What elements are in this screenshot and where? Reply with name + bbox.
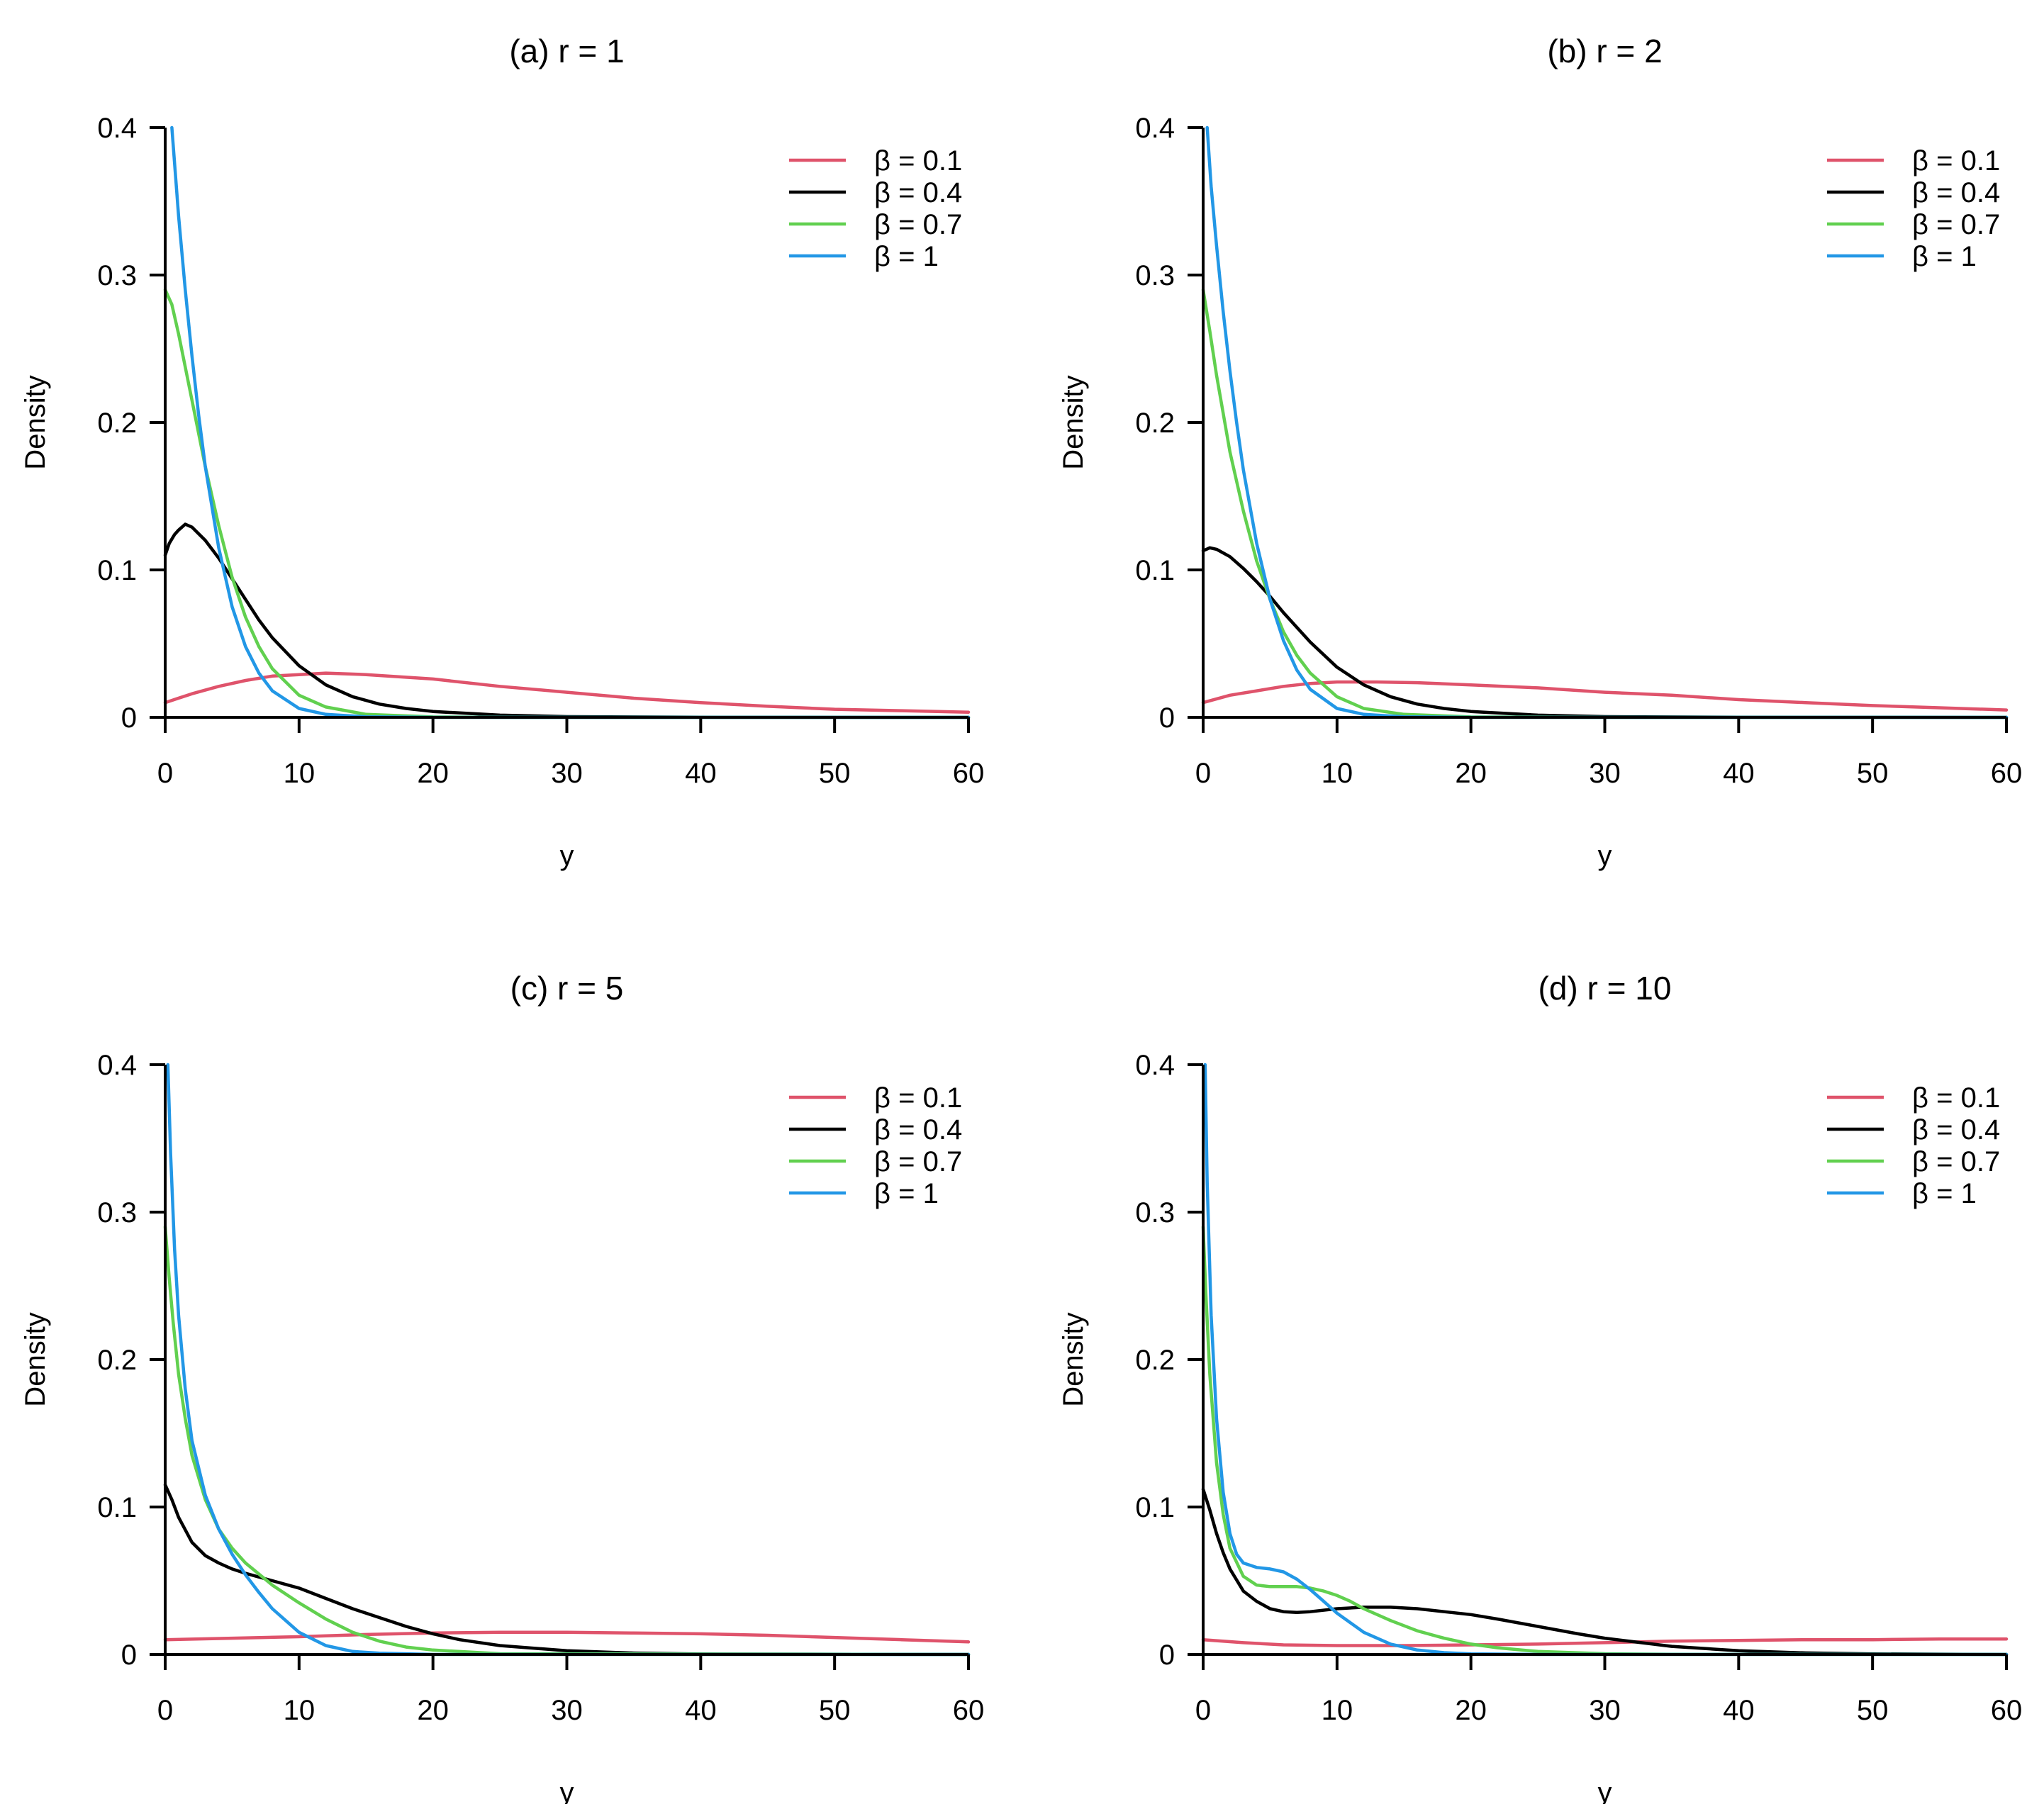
y-tick-label: 0 [1159,1640,1175,1671]
x-tick-label: 60 [1991,758,2023,789]
series-line-1 [163,1630,971,1644]
x-axis-label: y [1598,1777,1612,1804]
y-tick-label: 0.1 [1135,1492,1175,1523]
y-axis-label: Density [20,1312,51,1406]
series-line-3 [1201,1225,2009,1657]
x-tick-label: 30 [551,1695,583,1726]
x-tick-label: 60 [1991,1695,2023,1726]
x-tick-label: 50 [1857,1695,1889,1726]
x-tick-label: 0 [157,1695,173,1726]
chart-title: (b) r = 2 [1547,33,1662,69]
series-line-4 [166,1063,971,1657]
legend: β = 0.1β = 0.4β = 0.7β = 1 [1827,1082,2000,1209]
x-tick-label: 50 [819,758,851,789]
series-line-3 [163,1225,971,1657]
y-axis-label: Density [1058,375,1089,469]
series-line-1 [1201,680,2009,712]
x-tick-label: 20 [1455,758,1487,789]
y-axis-label: Density [1058,1312,1089,1406]
legend: β = 0.1β = 0.4β = 0.7β = 1 [789,1082,962,1209]
series-line-1 [1201,1637,2009,1647]
x-tick-label: 0 [1195,1695,1211,1726]
x-tick-label: 40 [1723,1695,1755,1726]
chart-panel-1: (a) r = 1 0 10 20 30 40 50 60 0 0.1 0.2 0.3 0.4 y Dens… [20,33,984,871]
x-tick-label: 60 [953,1695,985,1726]
legend-label: β = 0.7 [874,209,962,240]
x-tick-label: 40 [685,1695,717,1726]
x-tick-label: 20 [1455,1695,1487,1726]
y-tick-label: 0.2 [1135,408,1175,439]
y-tick-label: 0 [121,1640,137,1671]
legend-label: β = 1 [1912,1178,1977,1209]
y-tick-label: 0 [121,702,137,734]
legend-label: β = 0.4 [1912,1114,2000,1145]
legend-label: β = 1 [874,1178,939,1209]
y-axis-label: Density [20,375,51,469]
chart-title: (d) r = 10 [1538,970,1672,1007]
legend-label: β = 1 [1912,241,1977,272]
y-tick-label: 0.1 [1135,555,1175,586]
y-tick-label: 0.3 [97,1197,137,1228]
y-tick-label: 0 [1159,702,1175,734]
legend-label: β = 0.7 [874,1146,962,1177]
legend: β = 0.1β = 0.4β = 0.7β = 1 [1827,145,2000,272]
legend-label: β = 0.4 [874,1114,962,1145]
y-tick-label: 0.4 [1135,113,1175,144]
legend-label: β = 0.7 [1912,1146,2000,1177]
chart-title: (a) r = 1 [509,33,624,69]
x-tick-label: 30 [1589,1695,1621,1726]
y-tick-label: 0.1 [97,1492,137,1523]
x-tick-label: 10 [1322,758,1353,789]
x-tick-label: 50 [1857,758,1889,789]
y-tick-label: 0.3 [97,260,137,291]
y-tick-label: 0.2 [97,408,137,439]
x-tick-label: 0 [1195,758,1211,789]
series-line-4 [170,125,971,719]
series-line-4 [1205,125,2009,719]
legend: β = 0.1β = 0.4β = 0.7β = 1 [789,145,962,272]
x-axis-label: y [560,1777,574,1804]
y-tick-label: 0.3 [1135,1197,1175,1228]
chart-title: (c) r = 5 [510,970,624,1007]
y-tick-label: 0.4 [1135,1050,1175,1081]
x-tick-label: 50 [819,1695,851,1726]
chart-panel-4: (d) r = 10 0 10 20 30 40 50 60 0 0.1 0.2 0.3 0.4 y Den… [1058,970,2022,1804]
series-line-2 [163,522,971,719]
y-tick-label: 0.1 [97,555,137,586]
chart-panel-3: (c) r = 5 0 10 20 30 40 50 60 0 0.1 0.2 0.3 0.4 y Dens… [20,970,984,1804]
x-axis-label: y [1598,840,1612,871]
x-tick-label: 40 [1723,758,1755,789]
legend-label: β = 0.4 [1912,177,2000,208]
y-tick-label: 0.2 [1135,1345,1175,1376]
y-tick-label: 0.3 [1135,260,1175,291]
legend-label: β = 0.7 [1912,209,2000,240]
legend-label: β = 0.1 [874,145,962,177]
y-tick-label: 0.2 [97,1345,137,1376]
legend-label: β = 1 [874,241,939,272]
legend-label: β = 0.1 [1912,1082,2000,1114]
chart-panel-2: (b) r = 2 0 10 20 30 40 50 60 0 0.1 0.2 0.3 0.4 y Dens… [1058,33,2022,871]
x-tick-label: 10 [1322,1695,1353,1726]
series-line-2 [1201,1487,2009,1657]
y-tick-label: 0.4 [97,113,137,144]
series-line-4 [1203,1063,2009,1657]
y-tick-label: 0.4 [97,1050,137,1081]
x-axis-label: y [560,840,574,871]
x-tick-label: 10 [284,758,315,789]
x-tick-label: 30 [1589,758,1621,789]
series-line-2 [163,1483,971,1657]
x-tick-label: 20 [417,1695,449,1726]
x-tick-label: 40 [685,758,717,789]
series-line-1 [163,671,971,714]
x-tick-label: 10 [284,1695,315,1726]
x-tick-label: 30 [551,758,583,789]
x-tick-label: 20 [417,758,449,789]
x-tick-label: 0 [157,758,173,789]
legend-label: β = 0.1 [1912,145,2000,177]
legend-label: β = 0.4 [874,177,962,208]
series-line-2 [1201,546,2009,719]
legend-label: β = 0.1 [874,1082,962,1114]
x-tick-label: 60 [953,758,985,789]
